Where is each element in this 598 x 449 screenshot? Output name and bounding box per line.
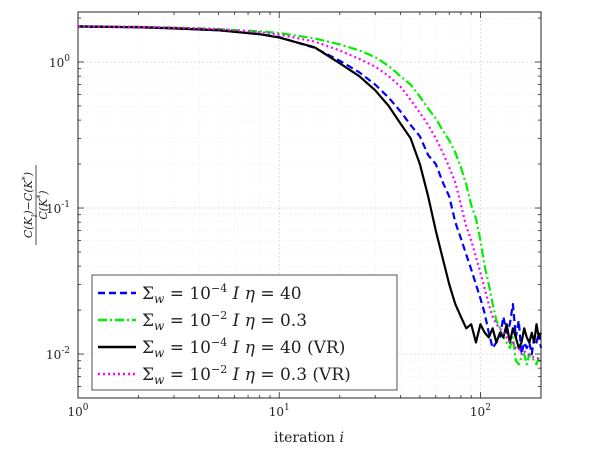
- legend-box: [91, 274, 398, 391]
- series-line-2: [77, 25, 543, 366]
- y-tick-labels: 10-2 10-1 100: [46, 54, 70, 362]
- series-line-1: [77, 25, 543, 356]
- x-axis-label: iteration i: [274, 430, 344, 446]
- svg-text:C(K*): C(K*): [36, 190, 51, 219]
- y-tick-label: 10-1: [46, 200, 70, 216]
- series-lines: [77, 25, 543, 366]
- legend-label: Σw = 10−4 I η = 40: [142, 282, 302, 306]
- y-axis-label: C(Ki)−C(K*) C(K*): [21, 165, 51, 245]
- series-line-4: [77, 25, 542, 361]
- plot-frame: [77, 11, 542, 399]
- x-tick-label: 102: [470, 403, 491, 419]
- series-line-3: [77, 25, 542, 350]
- legend: Σw = 10−4 I η = 40 Σw = 10−2 I η = 0.3 Σw …: [91, 274, 398, 391]
- legend-label: Σw = 10−4 I η = 40 (VR): [142, 336, 345, 360]
- y-tick-label: 10-2: [46, 346, 70, 362]
- legend-label: Σw = 10−2 I η = 0.3 (VR): [142, 363, 351, 387]
- svg-text:C(Ki)−C(K*): C(Ki)−C(K*): [21, 172, 39, 238]
- axis-ticks: [77, 12, 542, 399]
- y-tick-label: 100: [49, 54, 70, 70]
- x-tick-label: 101: [269, 403, 290, 419]
- x-tick-label: 100: [67, 403, 88, 419]
- x-tick-labels: 100 101 102: [67, 403, 490, 419]
- legend-label: Σw = 10−2 I η = 0.3: [142, 309, 307, 333]
